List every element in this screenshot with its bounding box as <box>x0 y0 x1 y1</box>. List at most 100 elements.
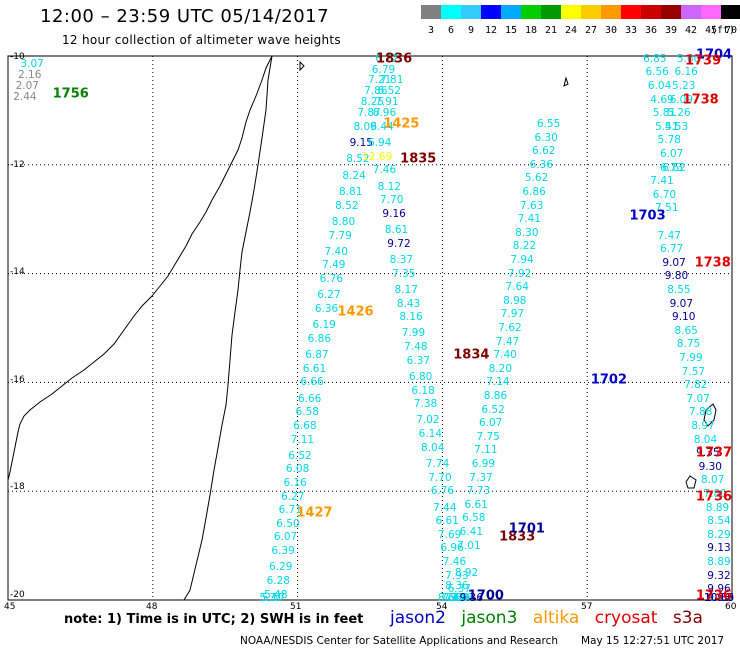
pass-time-label: 1426 <box>337 304 374 320</box>
wave-height-value: 7.46 <box>372 164 397 177</box>
lon-label-45: 45 <box>4 602 16 612</box>
wave-height-value: 6.19 <box>312 319 336 332</box>
wave-height-value: 6.99 <box>471 458 496 470</box>
pass-time-label: 1701 <box>508 521 545 537</box>
wave-height-value: 9.07 <box>669 297 694 310</box>
wave-height-value: 9.10 <box>672 311 696 324</box>
wave-height-value: 6.09 <box>669 93 694 106</box>
pass-time-label: 1737 <box>695 445 733 461</box>
scale-label: 24 <box>564 25 578 36</box>
wave-height-value: 7.64 <box>505 281 529 294</box>
wave-height-value: 8.75 <box>676 338 701 351</box>
pass-time-label: 1427 <box>296 505 333 521</box>
wave-height-value: 6.71 <box>278 504 303 517</box>
wave-height-value: 6.07 <box>659 147 684 160</box>
wave-height-value: 2.07 <box>15 79 39 92</box>
wave-height-value: 6.76 <box>319 273 344 286</box>
scale-swatch <box>601 5 621 19</box>
scale-swatch <box>681 5 701 19</box>
wave-height-value: 6.80 <box>408 370 433 383</box>
wave-height-value: 6.52 <box>481 403 505 416</box>
wave-height-value: 9.07 <box>662 256 686 269</box>
wave-height-value: 10.36 <box>703 592 735 604</box>
wave-height-value: 2.16 <box>18 69 42 82</box>
scale-label: 30 <box>604 25 618 36</box>
wave-height-value: 6.04 <box>647 79 672 92</box>
wave-height-value: 6.94 <box>367 137 392 150</box>
wave-height-value: 8.22 <box>512 240 537 253</box>
wave-height-value: 9.96 <box>707 583 731 596</box>
wave-height-value: 8.04 <box>421 441 445 454</box>
wave-height-value: 7.38 <box>413 398 438 411</box>
wave-height-value: 8.86 <box>483 390 508 402</box>
wave-height-value: 8.81 <box>338 186 363 198</box>
wave-height-value: 6.73 <box>659 161 684 174</box>
map-frame <box>7 55 733 601</box>
scale-swatch <box>461 5 481 19</box>
wave-height-value: 7.94 <box>510 254 534 266</box>
pass-time-label: 1738 <box>682 92 719 108</box>
wave-height-value: 6.61 <box>302 362 327 375</box>
wave-height-value: 9.80 <box>664 270 689 283</box>
scale-swatch <box>661 5 681 19</box>
wave-height-value: 7.21 <box>367 74 392 87</box>
pass-time-label: 1756 <box>52 86 89 102</box>
wave-height-value: 6.37 <box>447 583 471 596</box>
wave-height-value: 8.52 <box>335 199 359 212</box>
wave-height-value: 6.27 <box>317 289 341 302</box>
pass-time-label: 1700 <box>467 588 504 604</box>
wave-height-value: 8.17 <box>394 283 418 296</box>
wave-height-value: 7.46 <box>442 555 467 568</box>
wave-height-value: 8.36 <box>445 580 469 593</box>
pass-time-label: 1835 <box>400 151 437 167</box>
wave-height-value: 6.61 <box>435 515 459 528</box>
wave-height-value: 7.51 <box>655 202 679 215</box>
wave-height-value: 6.07 <box>273 531 298 544</box>
wave-height-value: 7.11 <box>290 433 315 446</box>
lon-label-51: 51 <box>290 602 302 612</box>
wave-height-value: 5.41 <box>655 120 679 133</box>
wave-height-value: 8.65 <box>674 324 698 337</box>
wave-height-value: 7.70 <box>428 471 452 484</box>
wave-height-value: 5.48 <box>264 588 288 601</box>
pass-time-label: 1704 <box>695 47 733 63</box>
legend-s3a: s3a <box>672 608 703 628</box>
wave-height-value: 6.16 <box>674 66 698 79</box>
lat-label-20: -20 <box>10 590 25 600</box>
wave-height-value: 8.24 <box>342 169 366 182</box>
wave-height-value: 6.96 <box>372 107 397 120</box>
scale-label: 9 <box>467 25 475 36</box>
page-title: 12:00 – 23:59 UTC 05/14/2017 <box>40 6 330 27</box>
wave-height-value: 6.41 <box>459 526 484 538</box>
legend-altika: altika <box>532 608 580 628</box>
wave-height-value: 5.26 <box>667 107 691 120</box>
wave-height-value: 7.44 <box>433 501 457 514</box>
madagascar-coastline <box>7 55 273 601</box>
wave-height-value: 7.86 <box>364 85 388 98</box>
wave-height-value: 6.56 <box>645 66 669 79</box>
wave-height-value: 7.41 <box>650 175 674 188</box>
pass-time-label: 1836 <box>376 51 413 67</box>
wave-height-value: 6.44 <box>370 120 394 133</box>
wave-height-value: 7.02 <box>416 414 440 427</box>
wave-height-value: 6.77 <box>659 243 684 256</box>
scale-swatch <box>521 5 541 19</box>
wave-height-value: 6.85 <box>643 52 667 65</box>
wave-height-value: 8.12 <box>377 180 401 193</box>
scale-swatch <box>641 5 661 19</box>
wave-height-value: 6.96 <box>440 542 464 555</box>
wave-height-value: 6.62 <box>532 145 556 158</box>
wave-height-value: 7.70 <box>380 194 404 207</box>
wave-height-value: 6.16 <box>283 477 307 490</box>
wave-height-value: 7.14 <box>486 376 510 389</box>
wave-height-value: 7.76 <box>450 592 474 604</box>
wave-height-value: 8.29 <box>707 528 731 541</box>
scale-label: 15 <box>504 25 518 36</box>
wave-height-value: 6.50 <box>276 517 300 530</box>
legend-jason3: jason3 <box>461 608 518 628</box>
scale-label: 27 <box>584 25 598 36</box>
wave-height-value: 7.62 <box>498 322 522 334</box>
wave-height-value: 9.30 <box>698 460 722 473</box>
lon-label-54: 54 <box>436 602 448 612</box>
pass-time-label: 1833 <box>499 529 536 545</box>
